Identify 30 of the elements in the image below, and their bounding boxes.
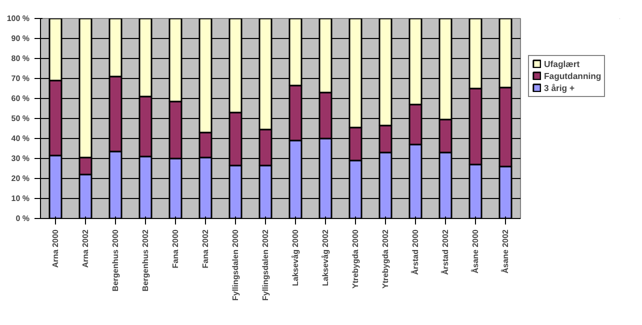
x-tick-label: Åsane 2000 <box>470 228 480 274</box>
y-tick-label: 50 % <box>11 114 30 123</box>
x-tick-label: Laksevåg 2002 <box>321 228 330 286</box>
y-tick-label: 60 % <box>11 94 30 103</box>
y-tick-label: 30 % <box>11 154 30 163</box>
x-tick-label: Ytrebygda 2002 <box>381 228 390 289</box>
y-tick-label: 70 % <box>11 74 30 83</box>
y-tick-label: 40 % <box>11 134 30 143</box>
y-tick-label: 80 % <box>11 54 30 63</box>
x-tick-label: Bergenhus 2002 <box>141 228 150 292</box>
y-tick-label: 10 % <box>11 194 30 203</box>
y-tick-label: 0 % <box>16 214 30 223</box>
x-tick-label: Bergenhus 2000 <box>111 228 120 292</box>
y-tick-label: 100 % <box>6 14 30 23</box>
legend-label: Fagutdanning <box>544 70 602 80</box>
legend-label: 3 årig + <box>544 82 575 92</box>
x-tick-label: Åsane 2002 <box>500 228 510 274</box>
x-tick-label: Fyllingsdalen 2000 <box>231 228 240 301</box>
x-tick-label: Arna 2002 <box>81 228 90 268</box>
x-tick-label: Ytrebygda 2000 <box>351 228 360 289</box>
x-tick-label: Fana 2002 <box>201 228 210 268</box>
y-tick-label: 20 % <box>11 174 30 183</box>
x-tick-label: Fyllingsdalen 2002 <box>261 228 270 301</box>
x-tick-label: Fana 2000 <box>171 228 180 268</box>
x-tick-label: Årstad 2000 <box>410 228 420 275</box>
x-tick-label: Årstad 2002 <box>440 228 450 275</box>
x-tick-label: Arna 2000 <box>51 228 60 268</box>
legend-label: Ufaglært <box>544 58 580 68</box>
y-tick-label: 90 % <box>11 34 30 43</box>
x-tick-label: Laksevåg 2000 <box>291 228 300 286</box>
